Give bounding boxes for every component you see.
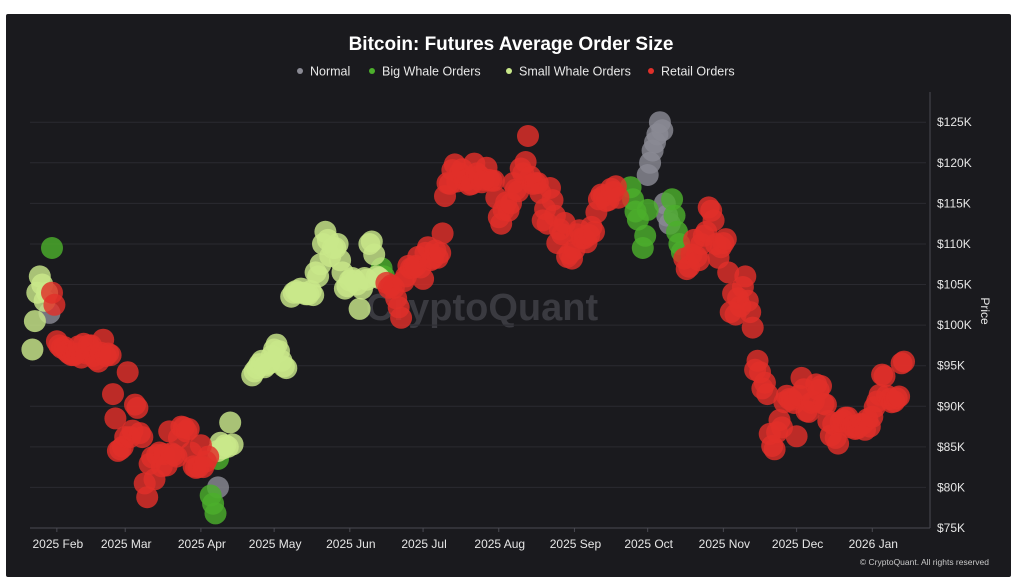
x-tick-label: 2025 Mar <box>101 537 152 551</box>
y-tick-label: $80K <box>937 480 965 494</box>
x-tick-label: 2025 Aug <box>474 537 525 551</box>
data-point <box>390 306 413 329</box>
series-small-whale-orders <box>21 220 391 462</box>
data-point <box>702 209 725 232</box>
y-axis-title: Price <box>978 297 992 325</box>
chart-canvas: CryptoQuant 2025 Feb 2025 Mar 2025 Apr 2025… <box>21 34 992 567</box>
data-point <box>714 228 737 251</box>
y-tick-label: $120K <box>937 156 972 170</box>
legend-label: Normal <box>310 65 350 79</box>
data-point <box>873 365 896 388</box>
data-point <box>517 125 539 147</box>
legend-item[interactable]: Normal <box>297 65 350 79</box>
y-tick-label: $90K <box>937 399 965 413</box>
data-point <box>734 265 757 288</box>
legend-label: Small Whale Orders <box>519 65 631 79</box>
data-point <box>136 486 159 509</box>
data-point <box>43 293 66 316</box>
data-point <box>651 119 674 142</box>
legend-item[interactable]: Small Whale Orders <box>506 65 631 79</box>
legend-marker <box>648 68 654 74</box>
data-point <box>756 383 779 406</box>
data-point <box>221 433 244 456</box>
x-tick-label: 2025 Dec <box>772 537 823 551</box>
y-axis: $75K $80K $85K $90K $95K $100K $105K $110K $115K… <box>929 92 972 535</box>
y-tick-label: $95K <box>937 359 965 373</box>
y-tick-label: $100K <box>937 318 972 332</box>
data-point <box>785 425 808 448</box>
x-tick-label: 2025 Nov <box>699 537 750 551</box>
data-point <box>197 445 220 468</box>
chart-panel: CryptoQuant 2025 Feb 2025 Mar 2025 Apr 2025… <box>6 14 1011 577</box>
data-point <box>104 407 127 430</box>
x-tick-label: 2025 Oct <box>624 537 673 551</box>
legend-label: Big Whale Orders <box>382 65 481 79</box>
data-point <box>810 375 832 397</box>
data-point <box>893 350 915 373</box>
data-point <box>412 267 435 290</box>
data-point <box>636 198 659 221</box>
plot-area <box>21 111 915 525</box>
copyright-credit: © CryptoQuant. All rights reserved <box>860 557 989 567</box>
data-point <box>607 186 630 209</box>
data-point <box>99 344 122 367</box>
x-tick-label: 2025 May <box>249 537 302 551</box>
y-tick-label: $125K <box>937 115 972 129</box>
y-tick-label: $110K <box>937 237 971 251</box>
legend-label: Retail Orders <box>661 65 735 79</box>
data-point <box>177 418 200 440</box>
data-point <box>41 237 63 259</box>
data-point <box>663 204 686 227</box>
data-point <box>634 224 657 247</box>
data-point <box>431 222 454 245</box>
y-tick-label: $105K <box>937 278 972 292</box>
data-point <box>687 249 710 272</box>
data-point <box>661 188 684 211</box>
x-tick-label: 2025 Feb <box>32 537 83 551</box>
data-point <box>275 357 298 380</box>
data-point <box>131 426 154 449</box>
data-point <box>827 432 850 455</box>
legend-marker <box>297 68 303 74</box>
data-point <box>116 361 139 384</box>
x-tick-label: 2025 Jun <box>326 537 375 551</box>
y-tick-label: $75K <box>937 521 965 535</box>
data-point <box>363 243 386 266</box>
data-point <box>23 310 46 333</box>
data-point <box>348 297 371 320</box>
data-point <box>814 393 837 416</box>
data-point <box>21 338 44 361</box>
data-point <box>763 438 786 461</box>
data-point <box>102 383 124 406</box>
legend-marker <box>506 68 512 74</box>
legend[interactable]: Normal Big Whale Orders Small Whale Orders… <box>297 65 735 79</box>
data-point <box>219 411 242 434</box>
x-tick-label: 2025 Sep <box>550 537 602 551</box>
data-point <box>482 169 505 192</box>
data-point <box>326 233 349 255</box>
y-tick-label: $85K <box>937 440 965 454</box>
data-point <box>302 284 325 307</box>
data-point <box>717 261 740 284</box>
data-point <box>583 220 605 243</box>
data-point <box>429 241 452 264</box>
x-tick-label: 2025 Jul <box>401 537 446 551</box>
data-point <box>741 316 764 339</box>
x-tick-label: 2026 Jan <box>849 537 898 551</box>
legend-item[interactable]: Big Whale Orders <box>369 65 481 79</box>
y-tick-label: $115K <box>937 196 971 210</box>
data-point <box>888 385 911 408</box>
data-point <box>204 502 227 525</box>
chart-title: Bitcoin: Futures Average Order Size <box>349 34 674 55</box>
x-tick-label: 2025 Apr <box>178 537 226 551</box>
legend-marker <box>369 68 375 74</box>
legend-item[interactable]: Retail Orders <box>648 65 735 79</box>
data-point <box>126 396 149 419</box>
x-axis: 2025 Feb 2025 Mar 2025 Apr 2025 May 2025 Jun… <box>30 527 930 551</box>
series-retail-orders <box>41 125 915 509</box>
